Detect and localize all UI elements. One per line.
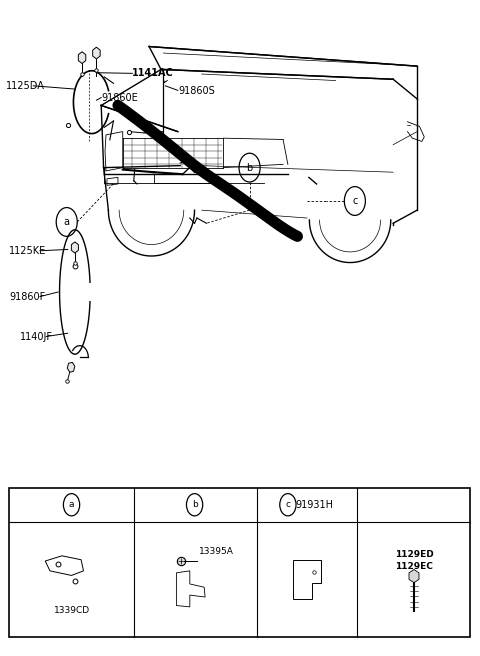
Text: 13395A: 13395A: [199, 546, 234, 556]
Text: a: a: [64, 217, 70, 227]
Text: a: a: [69, 501, 74, 509]
Text: 1125DA: 1125DA: [5, 81, 44, 91]
Text: 1129ED: 1129ED: [395, 550, 433, 559]
Text: b: b: [246, 163, 252, 173]
Polygon shape: [67, 362, 75, 372]
Text: 91860S: 91860S: [179, 86, 216, 96]
Bar: [9, 487, 470, 637]
Text: 91860E: 91860E: [101, 92, 138, 102]
Text: c: c: [352, 196, 358, 206]
Text: 1141AC: 1141AC: [132, 68, 174, 78]
Polygon shape: [409, 569, 419, 583]
Polygon shape: [78, 52, 86, 64]
Text: c: c: [286, 501, 290, 509]
Polygon shape: [93, 47, 100, 59]
Text: 1129EC: 1129EC: [395, 562, 433, 571]
Text: b: b: [192, 501, 197, 509]
Text: 91931H: 91931H: [295, 500, 333, 510]
Polygon shape: [72, 242, 78, 253]
Text: 1125KE: 1125KE: [9, 246, 47, 256]
Text: 1339CD: 1339CD: [53, 606, 90, 615]
Text: 91860F: 91860F: [9, 291, 46, 302]
Text: 1140JF: 1140JF: [20, 331, 53, 342]
